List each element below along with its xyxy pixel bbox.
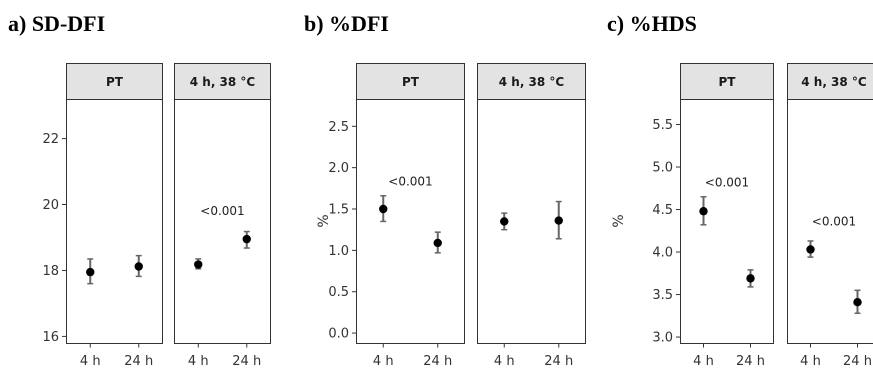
facet-plot-border [680, 99, 774, 344]
x-tick-label: 4 h [693, 354, 714, 369]
facet-plot-border [356, 99, 465, 344]
facet-plot-border [477, 99, 586, 344]
p-value-annotation: <0.001 [705, 175, 749, 189]
facet-strip-label: PT [402, 75, 420, 89]
y-tick-label: 4.5 [652, 203, 673, 218]
p-value-annotation: <0.001 [388, 175, 432, 189]
facet-1: PT 4 h 24 h <0.001 [356, 63, 465, 369]
x-tick-label: 24 h [843, 354, 872, 369]
facet-strip-label: PT [106, 75, 124, 89]
data-point [379, 204, 388, 214]
x-tick-label: 24 h [544, 354, 573, 369]
facet-strip [787, 63, 873, 100]
facet-1: PT 4 h 24 h [66, 63, 163, 369]
y-tick-label: 5.0 [652, 161, 673, 176]
data-point [194, 260, 203, 269]
y-tick-label: 0.0 [328, 327, 349, 342]
facet-strip [477, 63, 586, 100]
x-tick-label: 4 h [188, 354, 209, 369]
p-value-annotation: <0.001 [200, 204, 244, 218]
data-point [500, 217, 509, 226]
data-point [699, 207, 708, 216]
facet-strip-label: PT [719, 75, 737, 89]
y-tick-label: 18 [42, 264, 59, 279]
y-tick-label: 5.5 [652, 118, 673, 133]
y-tick-label: 2.0 [328, 161, 349, 176]
facet-2: 4 h, 38 °C 4 h 24 h [477, 63, 586, 369]
y-tick-label: 0.5 [328, 285, 349, 300]
data-point [134, 262, 143, 271]
data-point [433, 238, 442, 248]
y-axis-label: % [316, 214, 332, 227]
facet-2: 4 h, 38 °C 4 h 24 h <0.001 [787, 63, 873, 369]
facet-strip [680, 63, 774, 100]
x-tick-label: 24 h [736, 354, 765, 369]
data-point [853, 297, 862, 307]
facet-plot-border [174, 99, 271, 344]
data-point [554, 216, 563, 225]
panel-title: c) %HDS [607, 11, 697, 36]
chart-panel-1: a) SD-DFI 16 18 20 22 PT 4 h 24 h 4 h, 38 °C 4 h 2… [8, 11, 271, 369]
x-tick-label: 24 h [423, 354, 452, 369]
facet-strip [66, 63, 163, 100]
x-tick-label: 4 h [80, 354, 101, 369]
data-point [806, 245, 815, 254]
facet-1: PT 4 h 24 h <0.001 [680, 63, 774, 369]
x-tick-label: 24 h [232, 354, 261, 369]
facet-strip-label: 4 h, 38 °C [801, 75, 867, 89]
x-tick-label: 4 h [800, 354, 821, 369]
y-tick-label: 1.0 [328, 244, 349, 259]
x-tick-label: 4 h [494, 354, 515, 369]
y-tick-label: 1.5 [328, 203, 349, 218]
facet-2: 4 h, 38 °C 4 h 24 h <0.001 [174, 63, 271, 369]
panel-title: b) %DFI [304, 11, 389, 36]
y-tick-label: 3.5 [652, 288, 673, 303]
data-point [242, 234, 251, 244]
y-tick-label: 22 [42, 132, 59, 147]
chart-panel-3: c) %HDS% 3.0 3.5 4.0 4.5 5.0 5.5 PT 4 h 24 h <0.00… [607, 11, 873, 369]
facet-strip-label: 4 h, 38 °C [190, 75, 256, 89]
facet-strip [174, 63, 271, 100]
y-tick-label: 16 [42, 330, 59, 345]
p-value-annotation: <0.001 [812, 214, 856, 228]
data-point [746, 274, 755, 283]
facet-strip [356, 63, 465, 100]
y-tick-label: 4.0 [652, 246, 673, 261]
y-tick-label: 2.5 [328, 120, 349, 135]
y-axis-label: % [611, 214, 627, 227]
facet-strip-label: 4 h, 38 °C [499, 75, 565, 89]
y-tick-label: 3.0 [652, 331, 673, 346]
y-tick-label: 20 [42, 198, 59, 213]
panel-title: a) SD-DFI [8, 11, 105, 36]
facet-plot-border [66, 99, 163, 344]
chart-panel-2: b) %DFI% 0.0 0.5 1.0 1.5 2.0 2.5 PT 4 h 24 h <0.00… [304, 11, 586, 369]
facet-plot-border [787, 99, 873, 344]
x-tick-label: 24 h [124, 354, 153, 369]
data-point [86, 267, 95, 277]
x-tick-label: 4 h [373, 354, 394, 369]
